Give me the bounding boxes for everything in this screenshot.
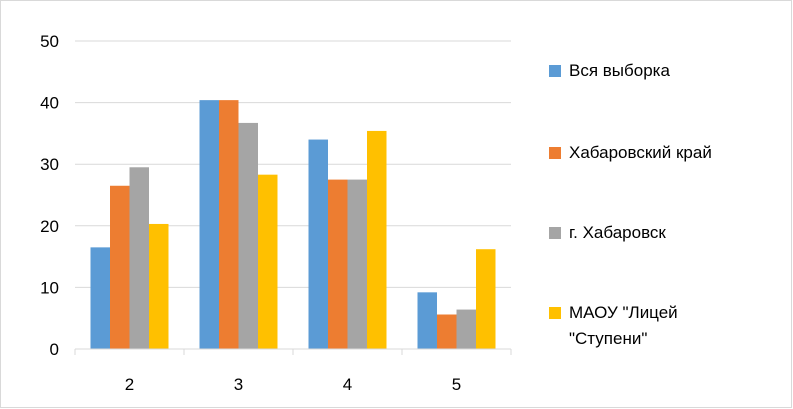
x-tick-label-4: 4 — [343, 375, 352, 394]
bar-Хабаровский-край-3 — [219, 100, 239, 349]
y-tick-label-40: 40 — [40, 94, 59, 113]
bar-Вся-выборка-3 — [199, 100, 219, 349]
legend-swatch-1 — [549, 147, 561, 159]
x-tick-label-3: 3 — [234, 375, 243, 394]
legend-label-3: МАОУ "Лицей "Ступени" — [569, 303, 678, 348]
bar-г-Хабаровск-3 — [238, 122, 258, 349]
y-tick-label-0: 0 — [50, 340, 59, 359]
bar-Вся-выборка-2 — [90, 247, 110, 349]
legend-label-1: Хабаровский край — [569, 143, 712, 162]
bar-Хабаровский-край-5 — [437, 314, 457, 349]
bar-Вся-выборка-4 — [308, 139, 328, 349]
y-tick-label-20: 20 — [40, 217, 59, 236]
legend: Вся выборка Хабаровский край г. Хабаровск М… — [549, 61, 712, 348]
bar-Вся-выборка-5 — [417, 292, 437, 349]
bar-МАОУ-Лицей-Ступени--4 — [367, 130, 387, 349]
bar-г-Хабаровск-2 — [129, 167, 149, 349]
bar-Хабаровский-край-4 — [328, 179, 348, 349]
y-tick-label-10: 10 — [40, 278, 59, 297]
legend-swatch-0 — [549, 65, 561, 77]
y-tick-label-30: 30 — [40, 155, 59, 174]
y-tick-label-50: 50 — [40, 32, 59, 51]
axes: 0 10 20 30 40 50 2 3 4 5 — [40, 32, 512, 394]
legend-label-2: г. Хабаровск — [569, 223, 666, 242]
bar-МАОУ-Лицей-Ступени--2 — [149, 223, 169, 349]
x-tick-label-5: 5 — [452, 375, 461, 394]
bar-г-Хабаровск-5 — [456, 309, 476, 349]
x-tick-label-2: 2 — [125, 375, 134, 394]
bars — [90, 100, 496, 349]
legend-swatch-3 — [549, 307, 561, 319]
bar-МАОУ-Лицей-Ступени--5 — [476, 249, 496, 349]
legend-label-0: Вся выборка — [569, 61, 670, 80]
bar-МАОУ-Лицей-Ступени--3 — [258, 174, 278, 349]
legend-swatch-2 — [549, 227, 561, 239]
bar-г-Хабаровск-4 — [347, 179, 367, 349]
bar-Хабаровский-край-2 — [110, 185, 130, 349]
